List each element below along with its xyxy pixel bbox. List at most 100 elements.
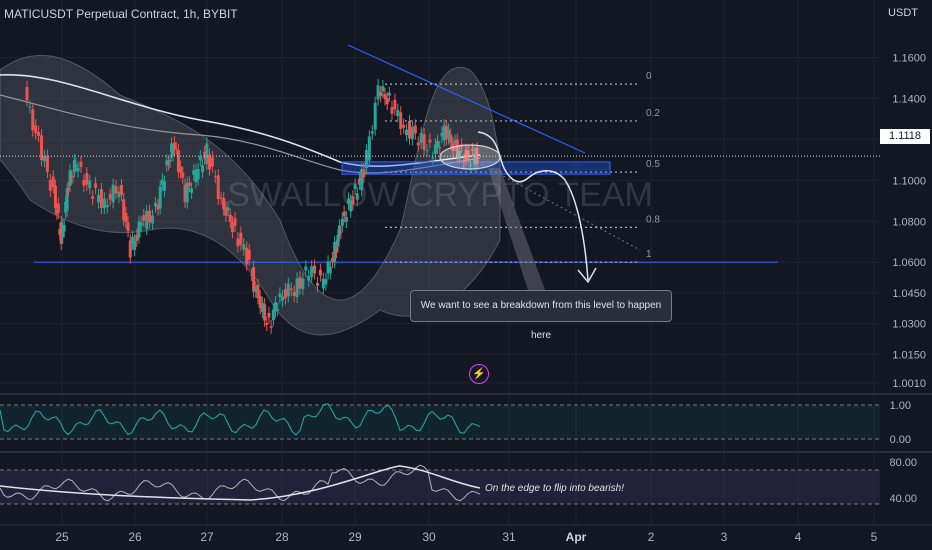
candle	[337, 225, 341, 236]
candle	[34, 125, 38, 134]
candle	[263, 304, 267, 321]
candle	[351, 196, 355, 205]
candle	[135, 234, 139, 241]
candle	[198, 156, 202, 161]
candle	[210, 157, 214, 167]
candle	[304, 266, 308, 271]
candle	[51, 176, 55, 188]
osc-signal-line	[0, 465, 481, 501]
x-tick-label: 25	[55, 530, 69, 544]
candle	[71, 176, 75, 178]
candle	[142, 215, 146, 221]
candle	[91, 196, 95, 199]
candle	[333, 241, 337, 263]
candle	[222, 198, 226, 210]
candle	[74, 164, 78, 167]
candle	[185, 182, 189, 203]
candle	[410, 126, 414, 140]
fib-level-label: 0	[646, 71, 652, 82]
candle	[444, 126, 448, 140]
rsi-tick-label: 0.00	[890, 434, 911, 446]
candle	[355, 193, 359, 200]
x-tick-label: 26	[128, 530, 142, 544]
candle	[124, 212, 128, 223]
candle	[376, 85, 380, 100]
candle	[192, 170, 196, 175]
x-tick-label: Apr	[566, 530, 587, 544]
candle	[330, 258, 334, 262]
candle	[187, 182, 191, 186]
candle	[148, 210, 152, 223]
candle	[245, 247, 249, 265]
moving-average-line	[0, 74, 481, 167]
candle	[258, 296, 262, 308]
candle	[65, 188, 69, 211]
candle	[219, 197, 223, 199]
candle	[233, 218, 237, 226]
candle	[172, 142, 176, 150]
candle	[170, 143, 173, 153]
candle	[419, 132, 423, 143]
candle	[344, 216, 348, 222]
candle	[313, 265, 317, 274]
lightning-icon[interactable]: ⚡	[469, 364, 489, 384]
candle	[37, 131, 41, 137]
candle	[207, 154, 211, 170]
candle	[267, 313, 271, 318]
candle	[122, 199, 126, 220]
candle	[68, 170, 72, 186]
candle	[126, 222, 130, 232]
rsi-tick-label: 1.00	[890, 400, 911, 412]
candle	[298, 277, 302, 289]
candle	[31, 109, 35, 131]
candle	[422, 134, 426, 150]
candle	[286, 283, 290, 297]
candle	[321, 278, 325, 289]
candle	[413, 125, 417, 134]
callout-pointer	[488, 168, 545, 290]
candle	[280, 296, 284, 301]
candle	[471, 149, 475, 151]
candle	[271, 309, 275, 321]
current-price-tag: 1.1118	[880, 129, 930, 144]
candle	[438, 147, 442, 149]
candle	[67, 187, 71, 191]
candle	[453, 140, 457, 144]
candle	[119, 185, 123, 195]
candle	[203, 151, 207, 159]
candle	[289, 288, 293, 291]
chart-title: MATICUSDT Perpetual Contract, 1h, BYBIT	[4, 7, 238, 21]
y-tick-label: 1.0150	[892, 349, 926, 361]
candle	[473, 153, 477, 165]
candle	[425, 150, 429, 152]
candle	[379, 92, 383, 97]
fib-level-label: 1	[646, 249, 652, 260]
candle	[405, 129, 409, 136]
candle	[357, 178, 361, 184]
y-tick-label: 1.0300	[892, 319, 926, 331]
candle	[390, 107, 394, 114]
rsi-annotation: On the edge to flip into bearish!	[485, 483, 624, 494]
candle	[45, 155, 49, 172]
y-tick-label: 1.0800	[892, 216, 926, 228]
candle	[48, 179, 52, 191]
candle	[82, 180, 86, 186]
candle	[393, 99, 397, 110]
candle	[278, 293, 282, 298]
candle	[130, 236, 134, 244]
candle	[310, 266, 314, 277]
candle	[381, 86, 385, 92]
candle	[464, 149, 468, 160]
x-tick-label: 28	[275, 530, 289, 544]
candle	[133, 240, 137, 251]
candle	[216, 175, 220, 200]
candle	[347, 198, 351, 204]
candle	[102, 198, 106, 208]
candle	[402, 124, 406, 128]
x-tick-label: 2	[648, 530, 655, 544]
candle	[383, 93, 387, 100]
y-tick-label: 1.1600	[892, 52, 926, 64]
candle	[265, 323, 269, 325]
y-tick-label: 1.0010	[892, 378, 926, 390]
